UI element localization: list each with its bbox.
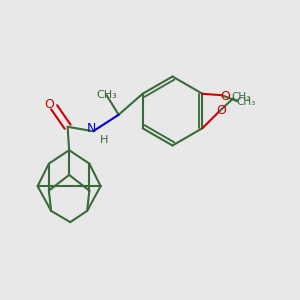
Text: O: O — [44, 98, 54, 111]
Text: O: O — [220, 90, 230, 103]
Text: O: O — [216, 104, 226, 117]
Text: H: H — [100, 135, 109, 145]
Text: CH₃: CH₃ — [236, 97, 256, 107]
Text: CH₃: CH₃ — [232, 92, 251, 102]
Text: CH₃: CH₃ — [96, 90, 117, 100]
Text: N: N — [87, 122, 96, 135]
